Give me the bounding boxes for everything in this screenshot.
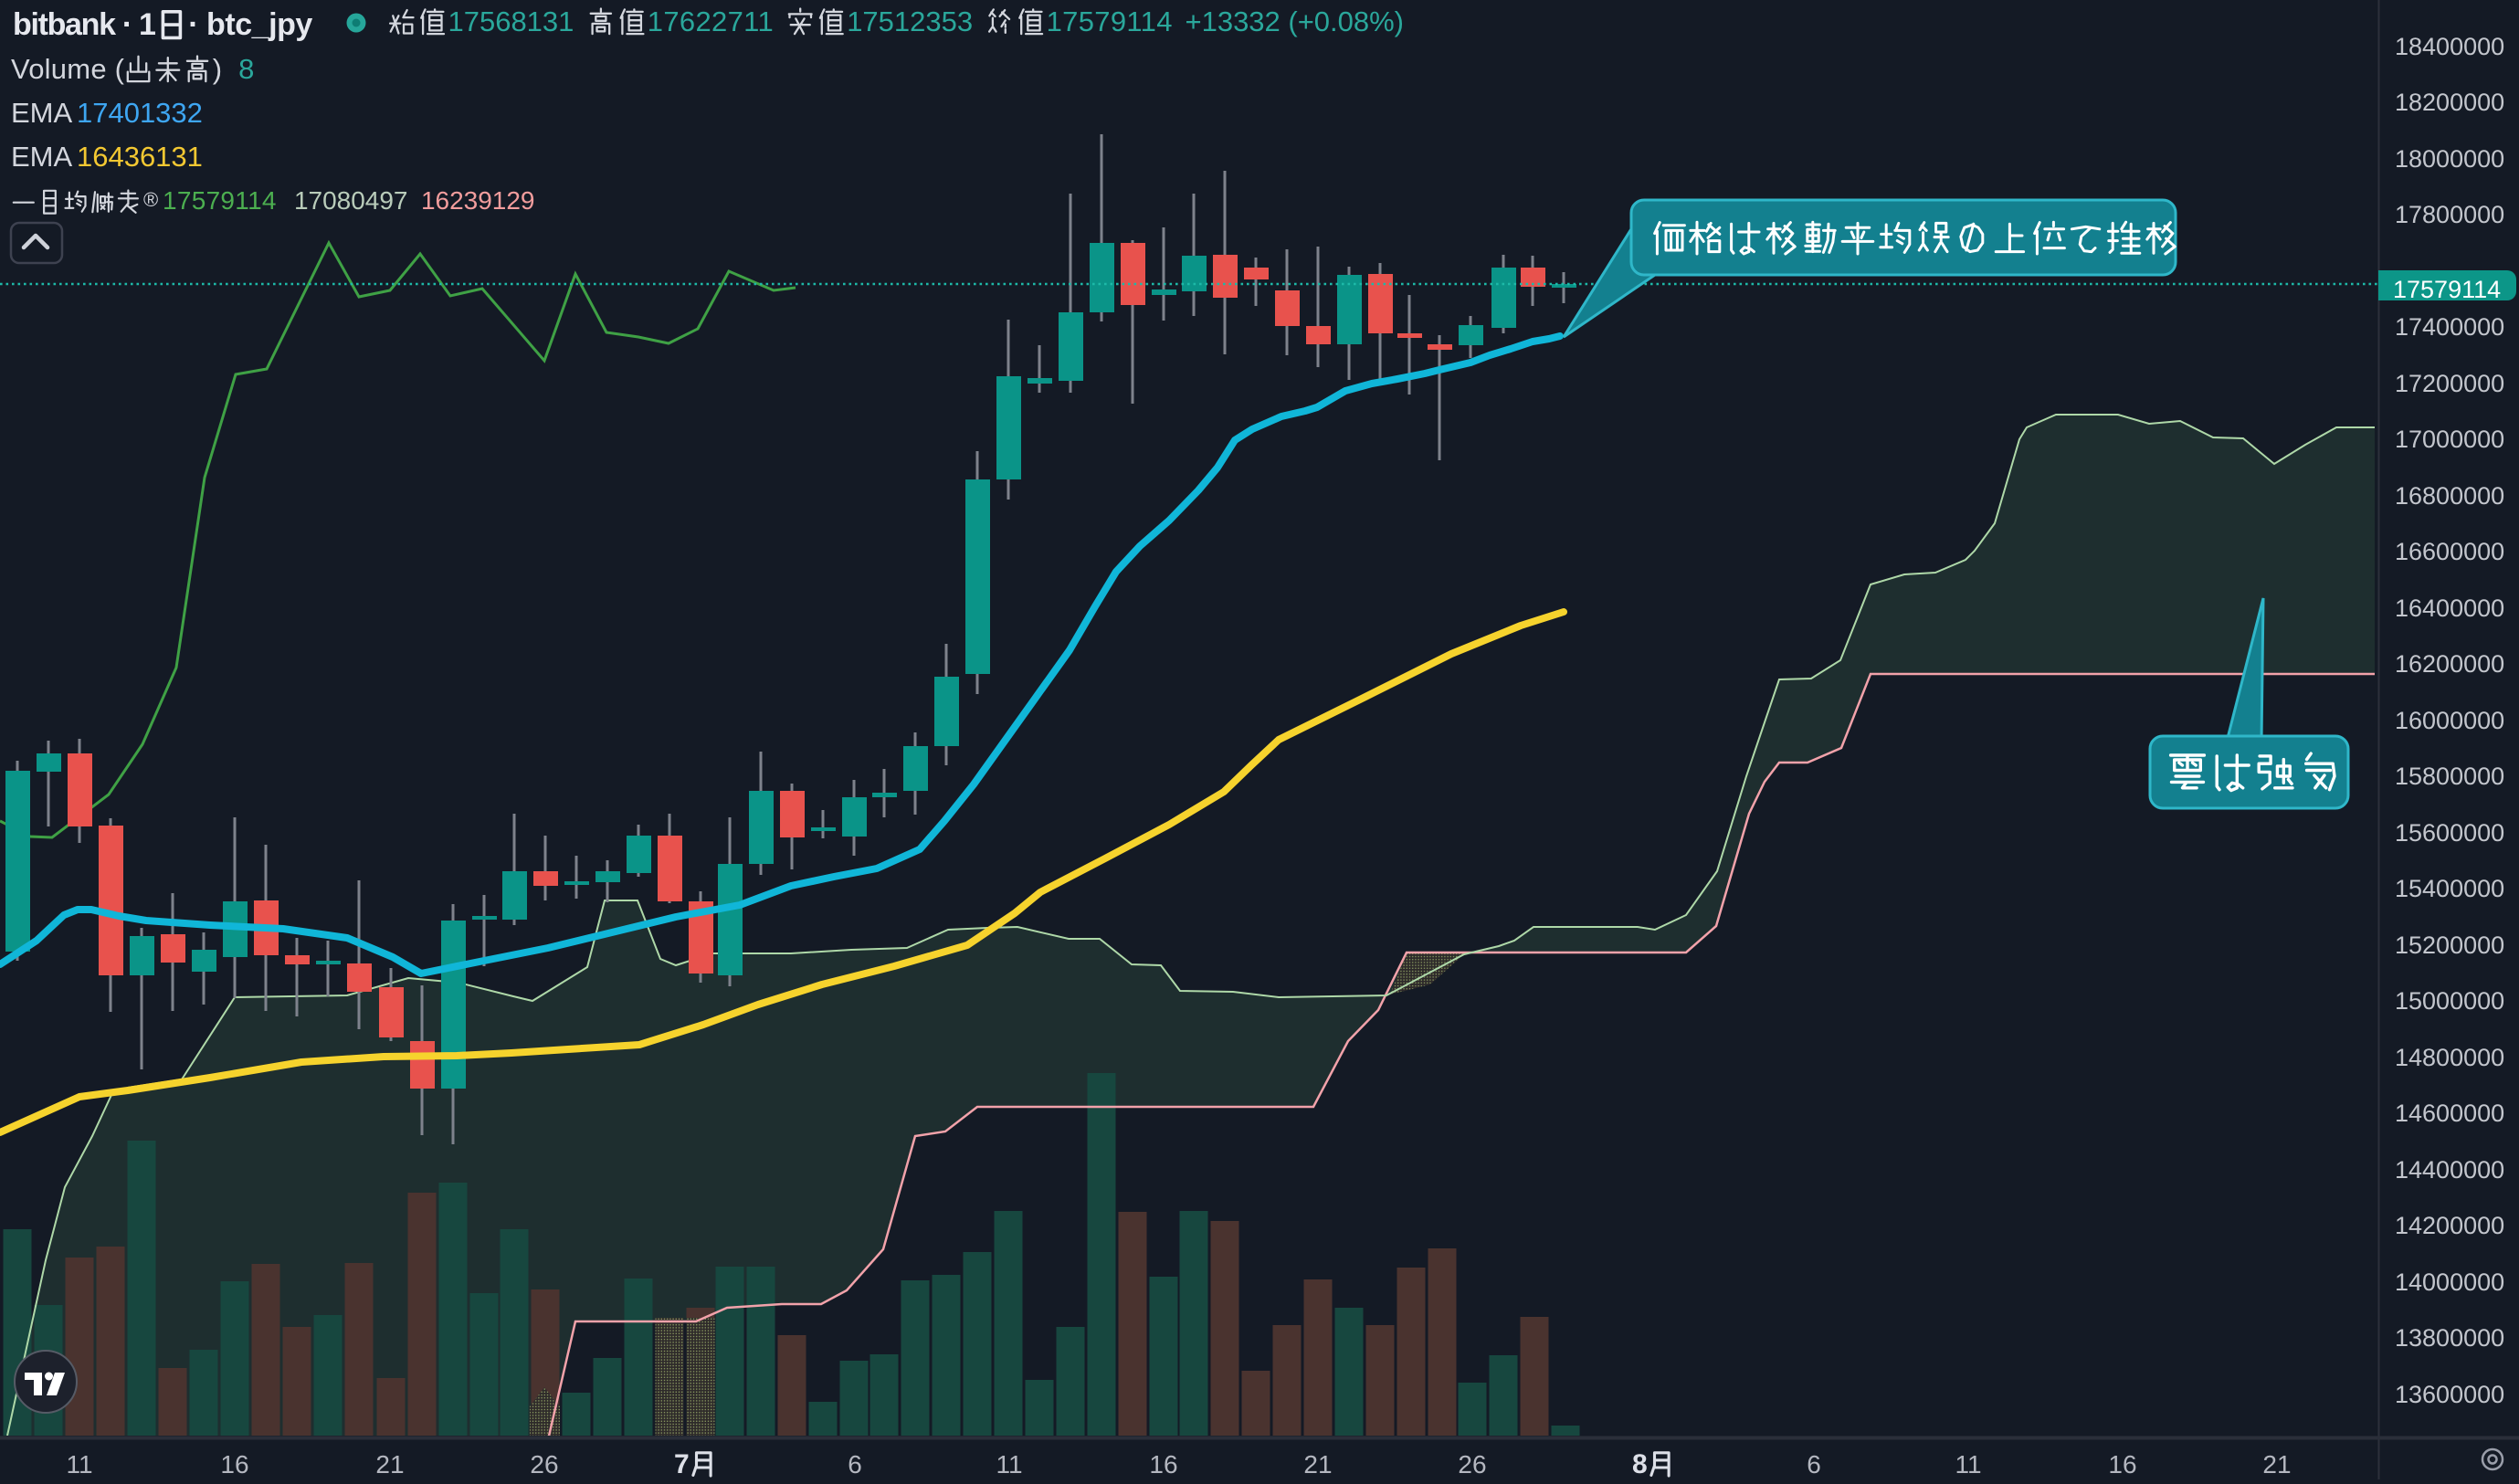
svg-text:18200000: 18200000: [2395, 89, 2504, 116]
svg-text:17401332: 17401332: [77, 97, 203, 129]
svg-text:21: 21: [1303, 1450, 1332, 1479]
svg-text:16000000: 16000000: [2395, 707, 2504, 734]
svg-text:17080497: 17080497: [294, 186, 408, 215]
svg-text:17200000: 17200000: [2395, 370, 2504, 397]
svg-text:14600000: 14600000: [2395, 1100, 2504, 1127]
svg-text:8: 8: [1632, 1449, 1648, 1479]
svg-text:26: 26: [530, 1450, 558, 1479]
svg-text:13800000: 13800000: [2395, 1324, 2504, 1352]
svg-text:17400000: 17400000: [2395, 313, 2504, 341]
svg-text:16600000: 16600000: [2395, 538, 2504, 565]
svg-text:6: 6: [848, 1450, 862, 1479]
svg-text:18400000: 18400000: [2395, 33, 2504, 60]
svg-text:15000000: 15000000: [2395, 987, 2504, 1015]
svg-text:EMA: EMA: [11, 141, 73, 173]
svg-text:16239129: 16239129: [421, 186, 535, 215]
svg-text:16: 16: [220, 1450, 248, 1479]
svg-text:): ): [213, 53, 222, 85]
svg-text:6: 6: [1807, 1450, 1821, 1479]
svg-text:16: 16: [1149, 1450, 1177, 1479]
svg-text:bitbank · 1: bitbank · 1: [13, 7, 156, 42]
svg-text:13600000: 13600000: [2395, 1381, 2504, 1408]
svg-text:21: 21: [2262, 1450, 2291, 1479]
svg-text:+13332 (+0.08%): +13332 (+0.08%): [1186, 5, 1405, 37]
svg-text:17800000: 17800000: [2395, 201, 2504, 228]
svg-text:11: 11: [996, 1450, 1022, 1479]
svg-text:· btc_jpy: · btc_jpy: [188, 7, 312, 42]
svg-text:7: 7: [674, 1449, 690, 1479]
svg-text:®: ®: [143, 188, 158, 211]
svg-text:11: 11: [1955, 1450, 1981, 1479]
svg-text:15400000: 15400000: [2395, 875, 2504, 902]
svg-text:14800000: 14800000: [2395, 1044, 2504, 1071]
svg-text:16200000: 16200000: [2395, 650, 2504, 678]
svg-text:16400000: 16400000: [2395, 595, 2504, 622]
svg-text:17512353: 17512353: [847, 5, 973, 37]
svg-text:17568131: 17568131: [448, 5, 574, 37]
svg-text:15200000: 15200000: [2395, 931, 2504, 959]
svg-text:15600000: 15600000: [2395, 819, 2504, 847]
svg-text:16800000: 16800000: [2395, 482, 2504, 510]
svg-text:8: 8: [238, 53, 254, 85]
svg-text:Volume (: Volume (: [11, 53, 125, 85]
svg-text:11: 11: [66, 1450, 92, 1479]
svg-text:14400000: 14400000: [2395, 1156, 2504, 1184]
svg-text:16: 16: [2108, 1450, 2136, 1479]
svg-text:26: 26: [1458, 1450, 1486, 1479]
svg-text:16436131: 16436131: [77, 141, 203, 173]
svg-text:17000000: 17000000: [2395, 426, 2504, 453]
svg-text:EMA: EMA: [11, 97, 73, 129]
svg-text:17579114: 17579114: [1047, 5, 1173, 37]
svg-text:21: 21: [375, 1450, 404, 1479]
svg-text:17579114: 17579114: [2393, 276, 2501, 303]
svg-text:17579114: 17579114: [163, 186, 277, 215]
svg-text:14200000: 14200000: [2395, 1212, 2504, 1239]
svg-text:17622711: 17622711: [648, 5, 774, 37]
svg-text:18000000: 18000000: [2395, 145, 2504, 173]
svg-text:15800000: 15800000: [2395, 763, 2504, 790]
svg-text:14000000: 14000000: [2395, 1268, 2504, 1296]
